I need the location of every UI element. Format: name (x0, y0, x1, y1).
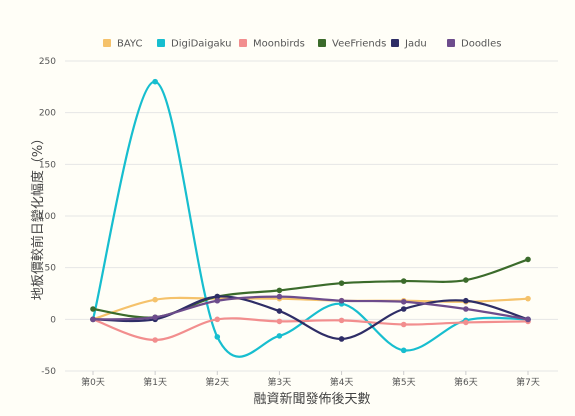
data-point-veefriends (338, 280, 345, 286)
legend-swatch (157, 39, 165, 47)
x-tick-label: 第4天 (330, 376, 354, 388)
data-point-digidaigaku (276, 333, 283, 339)
data-point-jadu (463, 297, 469, 304)
x-tick-label: 第7天 (516, 376, 540, 388)
series-line-moonbirds (92, 317, 529, 342)
legend-label: Moonbirds (253, 39, 305, 50)
legend-item-digidaigaku[interactable]: DigiDaigaku (157, 39, 232, 50)
data-point-doodles (214, 297, 221, 304)
data-point-digidaigaku (214, 334, 221, 340)
data-point-doodles (90, 316, 96, 323)
y-tick-label: 250 (39, 57, 56, 67)
x-tick-label: 第6天 (454, 376, 478, 388)
y-axis-ticks: -50 0 50 100 150 200 250 (39, 57, 56, 377)
legend-label: Jadu (404, 39, 427, 50)
legend-label: Doodles (461, 39, 501, 50)
x-tick-label: 第2天 (205, 376, 229, 388)
data-point-doodles (338, 297, 345, 304)
data-point-moonbirds (214, 316, 221, 323)
y-tick-label: 150 (39, 160, 56, 170)
y-tick-label: 0 (50, 315, 56, 325)
legend-swatch (447, 39, 455, 47)
data-point-veefriends (90, 306, 96, 312)
data-point-veefriends (463, 277, 469, 283)
y-tick-label: 100 (39, 212, 56, 222)
legend-label: DigiDaigaku (171, 39, 232, 50)
data-point-moonbirds (276, 318, 283, 325)
legend-label: BAYC (117, 39, 142, 50)
x-axis-ticks: 第0天 第1天 第2天 第3天 第4天 第5天 第6天 第7天 (81, 371, 540, 388)
data-point-doodles (400, 298, 407, 305)
data-point-digidaigaku (152, 78, 158, 85)
legend-item-bayc[interactable]: BAYC (103, 39, 142, 50)
x-tick-label: 第5天 (392, 376, 416, 388)
legend: BAYC DigiDaigaku Moonbirds VeeFriends Jadu Do… (103, 39, 501, 50)
x-tick-label: 第3天 (268, 376, 292, 388)
series-line-doodles (92, 295, 529, 321)
data-point-moonbirds (152, 337, 158, 343)
y-tick-label: -50 (41, 367, 56, 377)
data-point-jadu (338, 336, 345, 342)
legend-swatch (391, 39, 399, 47)
data-point-jadu (214, 293, 221, 300)
data-point-digidaigaku (400, 347, 407, 354)
legend-item-jadu[interactable]: Jadu (391, 39, 427, 50)
legend-swatch (103, 39, 111, 47)
data-point-bayc (152, 296, 158, 303)
x-tick-label: 第1天 (143, 376, 167, 388)
data-point-jadu (276, 308, 283, 314)
series-group (90, 78, 531, 358)
series-line-jadu (92, 295, 529, 341)
y-axis-label: 地板價較前日變化幅度（%） (30, 132, 46, 300)
data-point-doodles (525, 316, 531, 323)
legend-swatch (239, 39, 247, 47)
legend-item-doodles[interactable]: Doodles (447, 39, 501, 50)
data-point-doodles (276, 293, 283, 300)
legend-label: VeeFriends (332, 39, 386, 50)
data-point-moonbirds (463, 319, 469, 326)
series-line-digidaigaku (91, 80, 529, 358)
data-point-veefriends (276, 287, 283, 294)
data-point-moonbirds (400, 321, 407, 328)
y-tick-label: 50 (45, 264, 57, 274)
data-point-jadu (400, 306, 407, 312)
y-tick-label: 200 (39, 109, 56, 119)
legend-item-moonbirds[interactable]: Moonbirds (239, 39, 305, 50)
x-tick-label: 第0天 (81, 376, 105, 388)
legend-item-veefriends[interactable]: VeeFriends (318, 39, 386, 50)
series-doodles (90, 293, 531, 323)
x-axis-label: 融資新聞發佈後天數 (253, 391, 370, 407)
data-point-bayc (525, 295, 531, 302)
data-point-doodles (152, 314, 158, 321)
data-point-veefriends (525, 256, 531, 263)
data-point-veefriends (400, 278, 407, 284)
data-point-doodles (463, 306, 469, 312)
data-point-moonbirds (338, 317, 345, 324)
legend-swatch (318, 39, 326, 47)
